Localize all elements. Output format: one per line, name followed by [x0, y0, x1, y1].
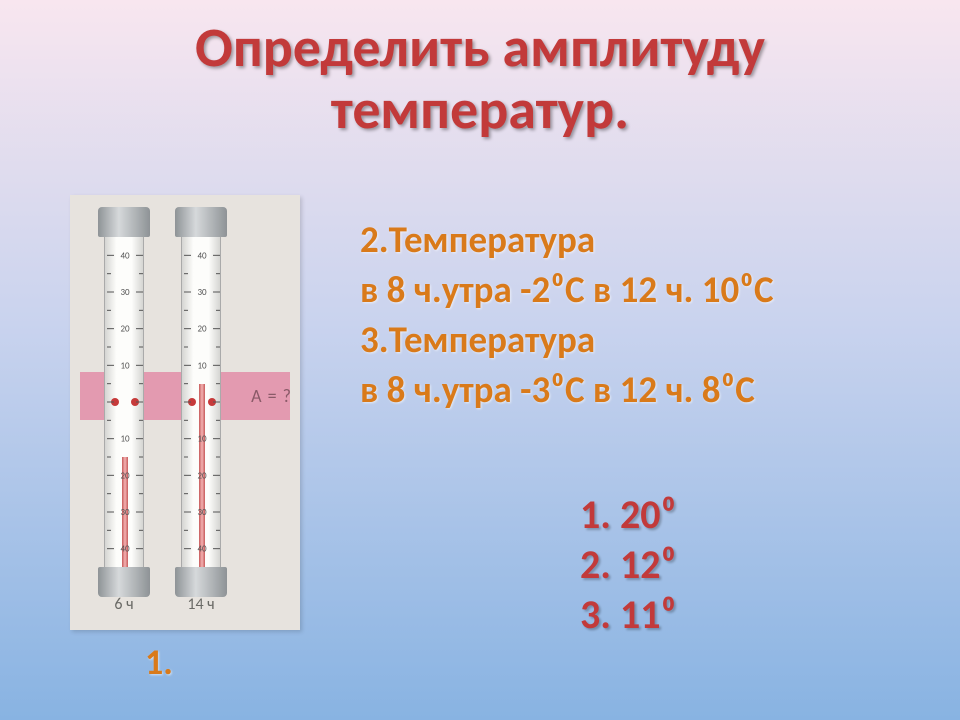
answer-2: 2. 12⁰ — [580, 540, 676, 590]
question-block: 2.Температура в 8 ч.утра -2⁰С в 12 ч. 10… — [360, 215, 930, 415]
slide-title: Определить амплитуду температур. — [0, 18, 960, 141]
slide: Определить амплитуду температур. A = ? 4… — [0, 0, 960, 720]
svg-text:20: 20 — [197, 470, 207, 481]
svg-text:20: 20 — [120, 324, 130, 335]
answer-block: 1. 20⁰ 2. 12⁰ 3. 11⁰ — [580, 490, 676, 640]
svg-text:30: 30 — [197, 507, 207, 518]
svg-text:30: 30 — [120, 507, 130, 518]
svg-text:10: 10 — [197, 360, 207, 371]
svg-text:10: 10 — [120, 434, 130, 445]
q3-detail: в 8 ч.утра -3⁰С в 12 ч. 8⁰С — [360, 365, 930, 415]
svg-text:20: 20 — [120, 470, 130, 481]
svg-text:20: 20 — [197, 324, 207, 335]
svg-text:40: 40 — [120, 250, 130, 261]
svg-text:40: 40 — [197, 544, 207, 555]
svg-text:40: 40 — [120, 544, 130, 555]
thermometer: 40 30 20 10 10 20 30 40 — [175, 207, 227, 597]
svg-text:10: 10 — [120, 360, 130, 371]
q3-label: 3.Температура — [360, 315, 930, 365]
thermometer-cap-top — [175, 207, 227, 237]
thermometer-scale: 40 30 20 10 10 20 30 40 — [182, 237, 222, 567]
thermometer: 40 30 20 10 10 20 30 40 — [98, 207, 150, 597]
q2-label: 2.Температура — [360, 215, 930, 265]
svg-text:30: 30 — [120, 287, 130, 298]
thermometer-figure: A = ? 40302010102030406 ч403020101020304… — [70, 195, 300, 630]
title-line2: температур. — [331, 76, 629, 144]
amplitude-band-label: A = ? — [251, 385, 292, 407]
thermometer-scale: 40 30 20 10 10 20 30 40 — [105, 237, 145, 567]
answer-1: 1. 20⁰ — [580, 490, 676, 540]
answer-3: 3. 11⁰ — [580, 590, 676, 640]
thermometer-cap-bottom — [98, 567, 150, 597]
svg-text:30: 30 — [197, 287, 207, 298]
figure-label-1: 1. — [145, 640, 173, 684]
thermometer-tube: 40 30 20 10 10 20 30 40 — [104, 237, 144, 567]
thermometer-time-label: 6 ч — [98, 595, 150, 614]
thermometer-cap-top — [98, 207, 150, 237]
thermometer-time-label: 14 ч — [175, 595, 227, 614]
title-line1: Определить амплитуду — [195, 14, 765, 82]
thermometer-tube: 40 30 20 10 10 20 30 40 — [181, 237, 221, 567]
thermometer-cap-bottom — [175, 567, 227, 597]
svg-text:40: 40 — [197, 250, 207, 261]
svg-text:10: 10 — [197, 434, 207, 445]
q2-detail: в 8 ч.утра -2⁰С в 12 ч. 10⁰С — [360, 265, 930, 315]
